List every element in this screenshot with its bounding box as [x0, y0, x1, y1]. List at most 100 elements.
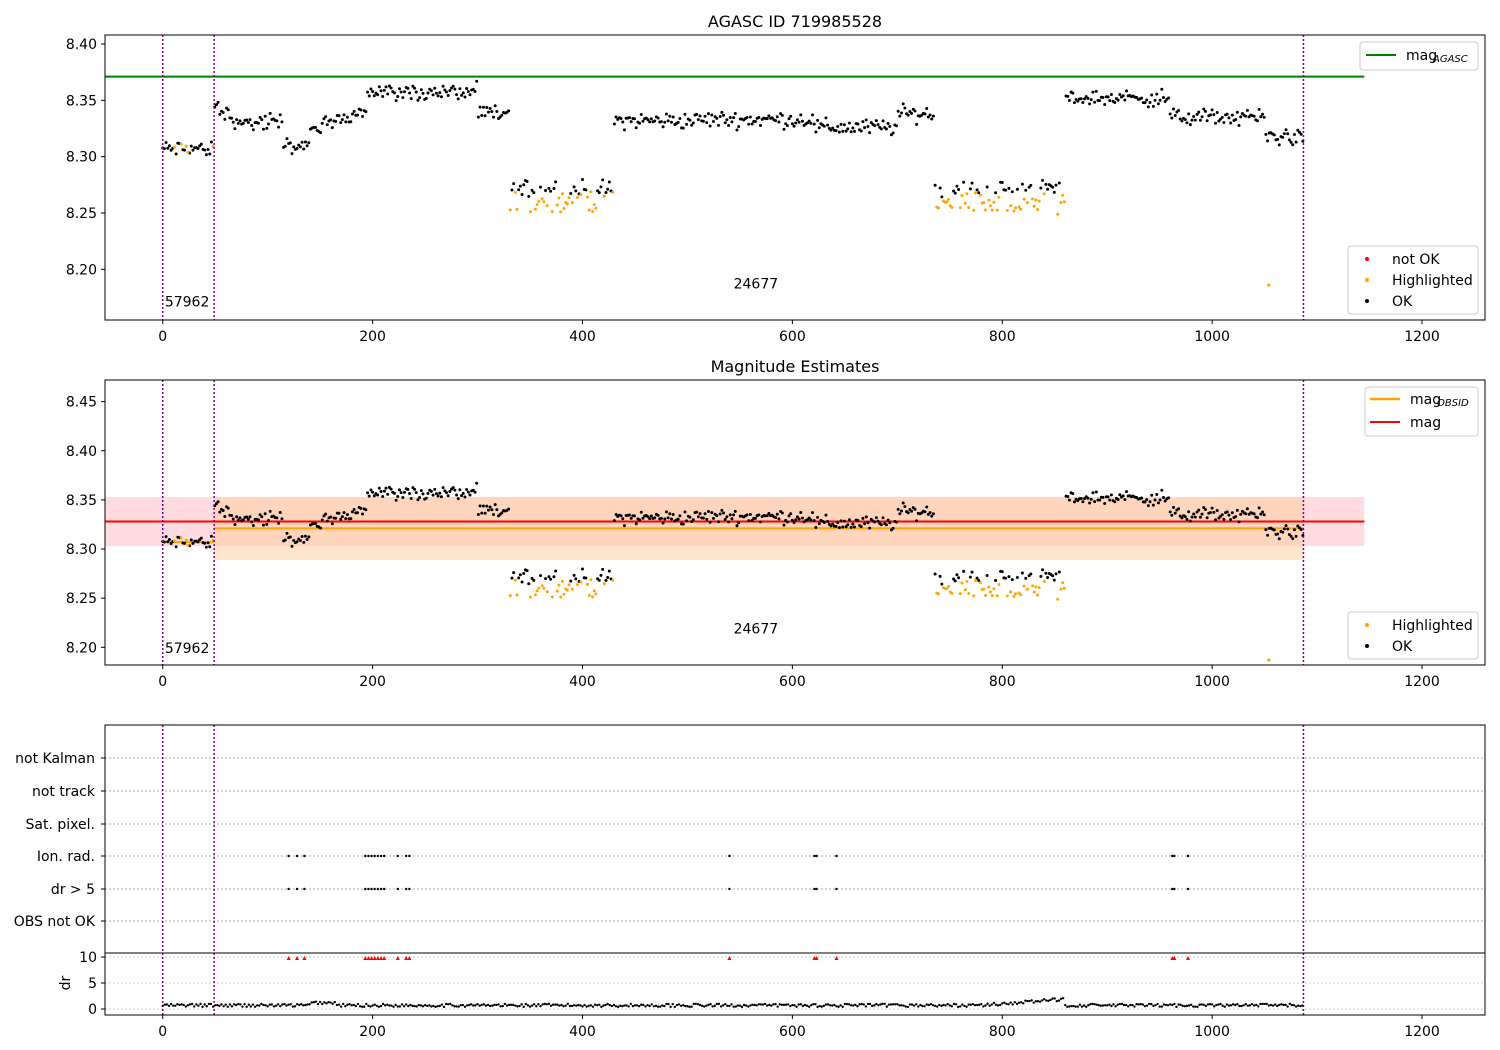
p2-ok-point [233, 523, 237, 527]
dr-point [547, 1002, 551, 1006]
dr-point [1168, 1003, 1172, 1006]
p1-highlighted-point [550, 209, 554, 213]
p2-ok-point [629, 516, 633, 520]
p1-ok-point [461, 91, 465, 95]
dr-point [980, 1002, 983, 1006]
p1-ok-point [859, 129, 863, 133]
dr-point [425, 1004, 429, 1008]
p3-xtick-label: 200 [359, 1024, 386, 1040]
p2-ok-point [246, 517, 250, 521]
dr-point [226, 1005, 229, 1008]
p2-ok-point [896, 507, 900, 511]
dr-point [1124, 1003, 1128, 1007]
p2-ok-point [1067, 498, 1071, 502]
p2-highlighted-point [528, 595, 532, 599]
p2-ok-point [1052, 578, 1056, 582]
flag-point [815, 887, 818, 891]
dr-point [614, 1005, 618, 1008]
dr-point [933, 1004, 937, 1008]
p2-ok-point [1262, 513, 1266, 517]
p1-ok-point [339, 121, 343, 125]
p2-ok-point [836, 521, 840, 525]
p2-ok-point [167, 538, 171, 542]
p2-ok-point [607, 569, 611, 573]
p2-ok-point [241, 518, 245, 522]
dr-point [1099, 1004, 1103, 1007]
dr-axis-label: dr [58, 975, 74, 990]
p2-ok-point [834, 524, 838, 528]
p1-ok-point [1106, 95, 1110, 99]
dr-point [726, 1004, 729, 1007]
dr-point [1171, 1003, 1174, 1007]
p2-ok-point [799, 511, 803, 515]
p1-ok-point [767, 114, 771, 118]
p1-ok-point [381, 94, 385, 98]
p2-ok-point [811, 511, 815, 515]
p1-ok-point [371, 90, 375, 94]
p2-ok-point [886, 518, 890, 522]
p2-ok-point [888, 521, 892, 525]
dr-point [696, 1003, 700, 1006]
flag-point [408, 854, 411, 858]
p1-ok-point [977, 191, 981, 195]
p2-ok-point [1160, 488, 1164, 492]
dr-point [457, 1005, 460, 1008]
p2-highlighted-point [967, 591, 971, 595]
p1-ok-point [898, 114, 902, 118]
p2-ok-point [468, 493, 472, 497]
p2-ok-point [572, 573, 576, 577]
p1-ok-point [1289, 140, 1293, 144]
p2-ok-point [691, 518, 695, 522]
p2-highlighted-point [1030, 584, 1034, 588]
p2-ok-point [226, 506, 230, 510]
dr-point [734, 1005, 737, 1008]
dr-clipped-marker [1186, 956, 1191, 960]
p2-ok-point [953, 579, 957, 583]
dr-point [1234, 1003, 1237, 1007]
p1-highlighted-point [1014, 206, 1018, 210]
p2-ok-point [809, 518, 813, 522]
dr-point [751, 1003, 754, 1006]
dr-point [1185, 1004, 1189, 1008]
p2-ok-point [1225, 510, 1229, 514]
p1-ok-point [1170, 116, 1174, 120]
dr-point [197, 1004, 200, 1007]
dr-point [805, 1004, 809, 1007]
p1-highlighted-point [591, 210, 595, 214]
dr-point [860, 1002, 863, 1006]
dr-point [291, 1005, 295, 1008]
dr-point [1005, 1002, 1008, 1006]
p1-ok-point [664, 112, 668, 116]
dr-point [646, 1003, 649, 1007]
p1-highlighted-point [1022, 197, 1026, 201]
p2-highlighted-point [1019, 593, 1023, 597]
dr-point [1091, 1002, 1094, 1006]
p1-ok-point [1237, 124, 1241, 128]
dr-point [629, 1002, 632, 1006]
dr-point [1248, 1004, 1252, 1007]
p2-highlighted-point [562, 592, 566, 596]
p1-ok-point [189, 144, 193, 148]
flag-point [815, 854, 818, 858]
dr-point [1043, 997, 1046, 1001]
p2-ok-point [302, 540, 306, 544]
p1-ok-point [656, 116, 660, 120]
dr-point [812, 1002, 815, 1006]
p2-ok-point [539, 574, 543, 578]
flag-point [367, 887, 370, 891]
panel-agasc-frame [104, 34, 1486, 321]
p2-ok-point [221, 508, 225, 512]
p2-ok-point [344, 517, 348, 521]
p1-ok-point [379, 89, 383, 93]
p2-ok-point [349, 517, 353, 521]
p2-highlighted-point [963, 588, 967, 592]
legend-highlighted-label-2: Highlighted [1392, 618, 1473, 634]
p2-ok-point [418, 496, 422, 500]
p1-highlighted-point [575, 195, 579, 199]
p1-highlighted-point [965, 192, 969, 196]
dr-point [604, 1003, 607, 1007]
p2-ok-point [265, 522, 269, 526]
dr-point [749, 1004, 752, 1007]
p2-ok-point [1108, 498, 1112, 502]
p1-ok-point [926, 115, 930, 119]
